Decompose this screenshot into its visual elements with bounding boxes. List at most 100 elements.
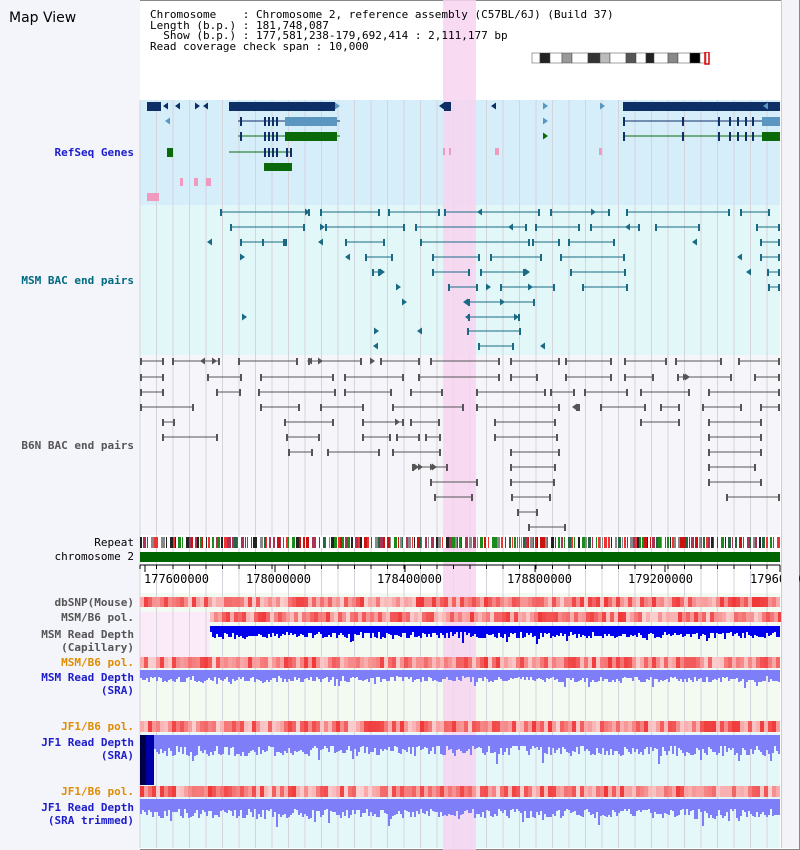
depth-bar xyxy=(530,670,532,677)
bac-end-marker xyxy=(728,209,730,216)
depth-bar xyxy=(222,799,224,810)
repeat-element xyxy=(452,537,455,548)
bac-end-marker xyxy=(608,209,610,216)
depth-bar xyxy=(416,735,418,747)
depth-bar xyxy=(428,670,430,677)
depth-bar xyxy=(490,799,492,816)
depth-bar xyxy=(284,670,286,679)
depth-bar xyxy=(526,670,528,677)
heat-cell xyxy=(724,597,728,607)
gene-exon xyxy=(752,132,754,141)
bac-end-arrow xyxy=(463,298,468,306)
repeat-element xyxy=(212,537,214,548)
depth-bar xyxy=(496,735,498,764)
heat-cell xyxy=(326,612,330,622)
depth-bar xyxy=(418,735,420,746)
repeat-element xyxy=(630,537,633,548)
heat-cell xyxy=(420,657,424,668)
heat-cell xyxy=(314,612,318,622)
depth-bar xyxy=(770,735,772,761)
heat-cell xyxy=(432,721,436,732)
depth-bar xyxy=(246,626,248,637)
depth-bar xyxy=(438,626,440,638)
bac-end-marker xyxy=(498,358,500,365)
depth-bar xyxy=(220,799,222,811)
heat-cell xyxy=(680,721,684,732)
heat-cell xyxy=(322,612,326,622)
bac-end-marker xyxy=(362,419,364,426)
heat-cell xyxy=(478,612,482,622)
depth-bar xyxy=(354,626,356,634)
heat-cell xyxy=(168,786,172,797)
repeat-element xyxy=(650,537,651,548)
heat-cell xyxy=(276,657,280,668)
repeat-element xyxy=(512,537,513,548)
depth-bar xyxy=(572,735,574,751)
ideogram-bands xyxy=(531,52,707,64)
heat-cell xyxy=(760,721,764,732)
depth-bar xyxy=(550,799,552,817)
gene-strand-arrow xyxy=(203,102,208,110)
repeat-element xyxy=(227,537,230,548)
depth-bar xyxy=(192,735,194,761)
chromosome-ideogram[interactable] xyxy=(528,52,713,66)
depth-bar xyxy=(472,670,474,677)
heat-cell xyxy=(482,612,486,622)
depth-bar xyxy=(636,626,638,637)
bac-end-marker xyxy=(498,374,500,381)
repeat-element xyxy=(695,537,698,548)
depth-bar xyxy=(322,799,324,815)
depth-bar xyxy=(272,735,274,747)
depth-bar xyxy=(514,735,516,746)
depth-bar xyxy=(638,799,640,810)
bac-end-marker xyxy=(778,224,780,231)
heat-cell xyxy=(616,657,620,668)
depth-bar xyxy=(264,799,266,819)
depth-bar xyxy=(370,735,372,752)
depth-bar xyxy=(356,670,358,677)
depth-bar xyxy=(564,670,566,687)
info-show-value: 177,581,238-179,692,414 : 2,111,177 bp xyxy=(255,29,508,42)
bac-end-marker xyxy=(554,419,556,426)
heat-cell xyxy=(508,786,512,797)
depth-bar xyxy=(278,735,280,752)
bac-end-arrow xyxy=(572,403,577,411)
depth-bar xyxy=(312,670,314,681)
heat-cell xyxy=(396,597,400,607)
depth-bar xyxy=(402,626,404,633)
heat-cell xyxy=(296,786,300,797)
depth-bar xyxy=(714,799,716,819)
depth-bar xyxy=(472,626,474,636)
depth-bar xyxy=(746,670,748,682)
bac-end-marker xyxy=(140,358,142,365)
ideogram-band xyxy=(571,52,589,64)
depth-bar xyxy=(202,799,204,810)
depth-bar xyxy=(412,670,414,682)
depth-bar xyxy=(742,735,744,748)
depth-bar xyxy=(418,626,420,636)
heat-cell xyxy=(734,612,738,622)
heat-cell xyxy=(636,721,640,732)
depth-bar xyxy=(504,735,506,752)
repeat-element xyxy=(465,537,468,548)
repeat-element xyxy=(514,537,516,548)
heat-cell xyxy=(384,597,388,607)
depth-bar xyxy=(382,626,384,637)
heat-cell xyxy=(770,612,774,622)
depth-bar xyxy=(684,735,686,756)
heat-cell xyxy=(628,597,632,607)
depth-bar xyxy=(506,799,508,816)
depth-bar xyxy=(432,626,434,633)
gene-strand-arrow xyxy=(165,117,170,125)
vertical-scrollbar[interactable] xyxy=(781,0,799,848)
depth-bar xyxy=(278,626,280,638)
heat-cell xyxy=(692,657,696,668)
heat-cell xyxy=(772,657,776,668)
heat-cell xyxy=(456,657,460,668)
heat-cell xyxy=(200,657,204,668)
depth-bar xyxy=(608,735,610,755)
repeat-element xyxy=(200,537,203,548)
depth-bar xyxy=(772,799,774,816)
repeat-element xyxy=(325,537,326,548)
